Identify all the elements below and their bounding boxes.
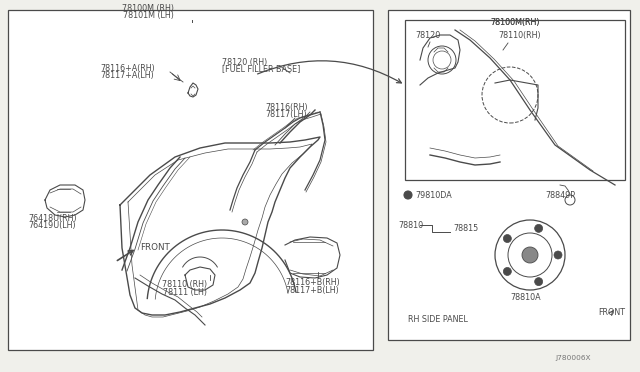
Circle shape [554,251,562,259]
Text: 78116+B(RH): 78116+B(RH) [285,279,340,288]
Text: 78100M (RH): 78100M (RH) [122,3,174,13]
Text: 78810A: 78810A [510,294,541,302]
Circle shape [503,234,511,243]
Text: 76418U(RH): 76418U(RH) [28,214,77,222]
Circle shape [404,191,412,199]
Text: 78116(RH): 78116(RH) [265,103,308,112]
Text: 78110(RH): 78110(RH) [498,31,541,39]
Circle shape [242,219,248,225]
Text: 78100M(RH): 78100M(RH) [490,17,540,26]
Text: FRONT: FRONT [140,244,170,253]
FancyArrowPatch shape [257,61,401,83]
Text: 79810DA: 79810DA [415,190,452,199]
Text: 78116+A(RH): 78116+A(RH) [100,64,155,73]
Circle shape [503,267,511,275]
Text: 78111 (LH): 78111 (LH) [163,288,207,296]
Text: [FUEL FILLER BASE]: [FUEL FILLER BASE] [222,64,300,74]
Text: 78810: 78810 [398,221,423,230]
Text: FRONT: FRONT [598,308,625,317]
Bar [8,10,373,350]
Text: J780006X: J780006X [555,355,591,361]
Circle shape [534,224,543,232]
Bar [405,20,625,180]
Text: 78849P: 78849P [545,190,575,199]
Text: 78117(LH): 78117(LH) [265,109,307,119]
Text: 78120: 78120 [415,31,440,39]
Text: 78117+B(LH): 78117+B(LH) [285,285,339,295]
Circle shape [522,247,538,263]
Text: 78117+A(LH): 78117+A(LH) [100,71,154,80]
Text: 78815: 78815 [453,224,478,232]
Text: 76419U(LH): 76419U(LH) [28,221,76,230]
Text: 78101M (LH): 78101M (LH) [123,10,173,19]
Text: 78110 (RH): 78110 (RH) [163,280,207,289]
Bar [388,10,630,340]
Text: 78100M(RH): 78100M(RH) [490,17,540,26]
Circle shape [534,278,543,286]
Text: 78120 (RH): 78120 (RH) [222,58,268,67]
Text: RH SIDE PANEL: RH SIDE PANEL [408,315,468,324]
